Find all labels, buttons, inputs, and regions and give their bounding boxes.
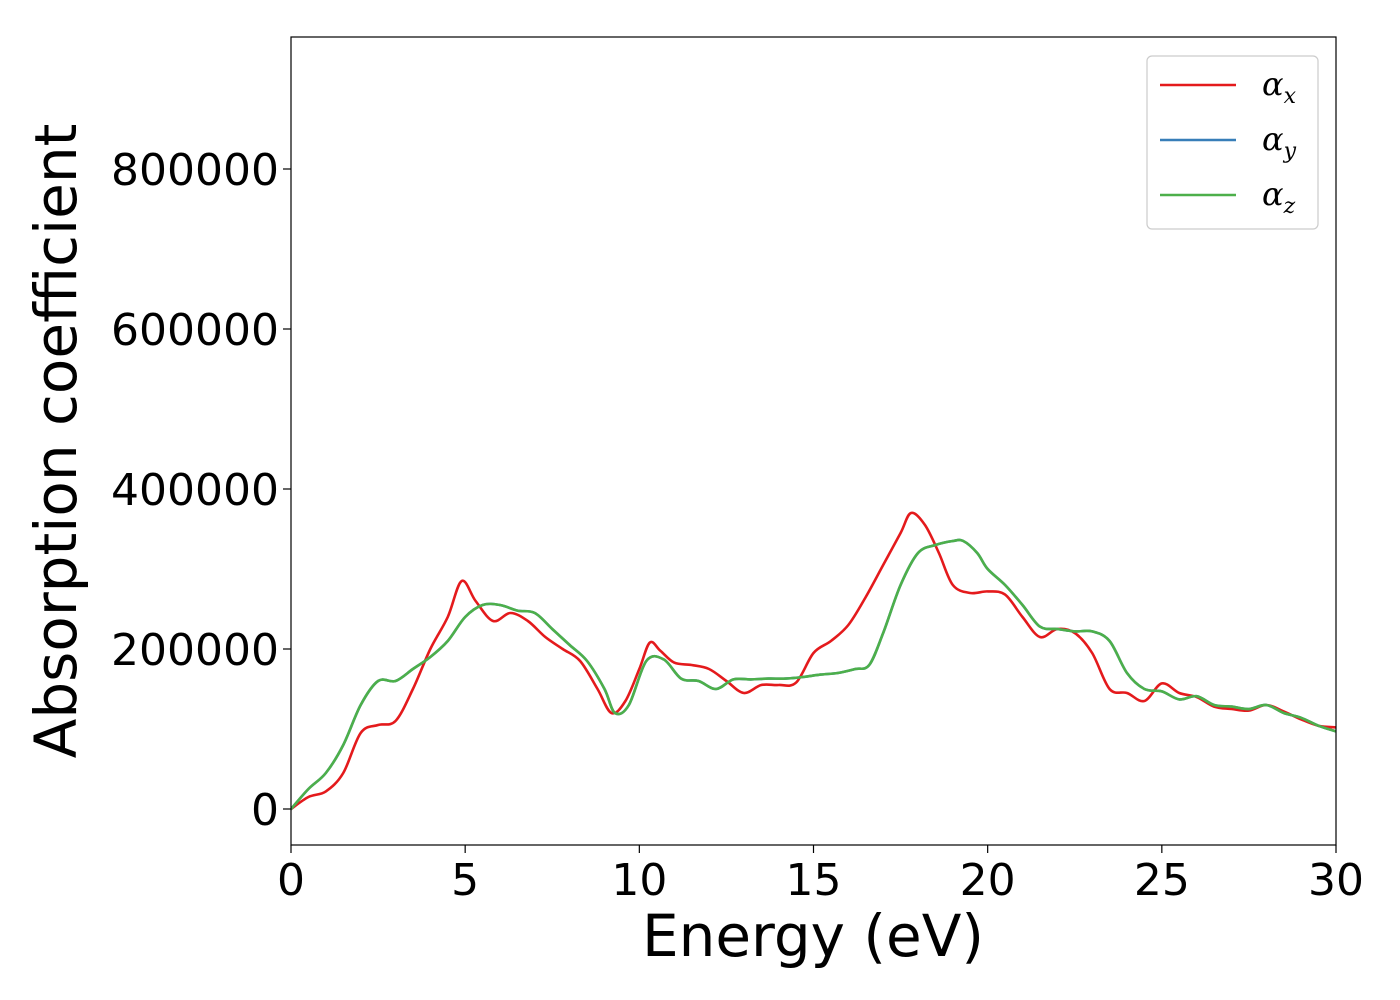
legend: αx αy αz xyxy=(1146,55,1319,230)
x-tick-label: 5 xyxy=(451,855,479,906)
y-axis-title: Absorption coefficient xyxy=(22,124,90,759)
series-line-z xyxy=(291,538,1336,811)
y-tick-label: 800000 xyxy=(111,145,279,196)
legend-box xyxy=(1146,55,1319,230)
x-axis: 0 5 10 15 20 25 30 xyxy=(277,845,1364,906)
x-tick-label: 15 xyxy=(786,855,842,906)
legend-label-z: αz xyxy=(1262,175,1296,219)
x-tick-label: 10 xyxy=(611,855,667,906)
legend-label-x: αx xyxy=(1262,65,1297,109)
y-tick-label: 400000 xyxy=(111,465,279,516)
x-tick-label: 30 xyxy=(1308,855,1364,906)
x-axis-title: Energy (eV) xyxy=(642,902,984,970)
x-tick-label: 20 xyxy=(960,855,1016,906)
y-tick-label: 0 xyxy=(251,785,279,836)
x-tick-label: 0 xyxy=(277,855,305,906)
y-tick-label: 600000 xyxy=(111,305,279,356)
x-tick-label: 25 xyxy=(1134,855,1190,906)
legend-label-y: αy xyxy=(1262,120,1297,164)
y-axis: 0 200000 400000 600000 800000 xyxy=(111,145,291,836)
series-line-x xyxy=(291,511,1336,811)
series-layer xyxy=(291,511,1336,811)
y-tick-label: 200000 xyxy=(111,625,279,676)
